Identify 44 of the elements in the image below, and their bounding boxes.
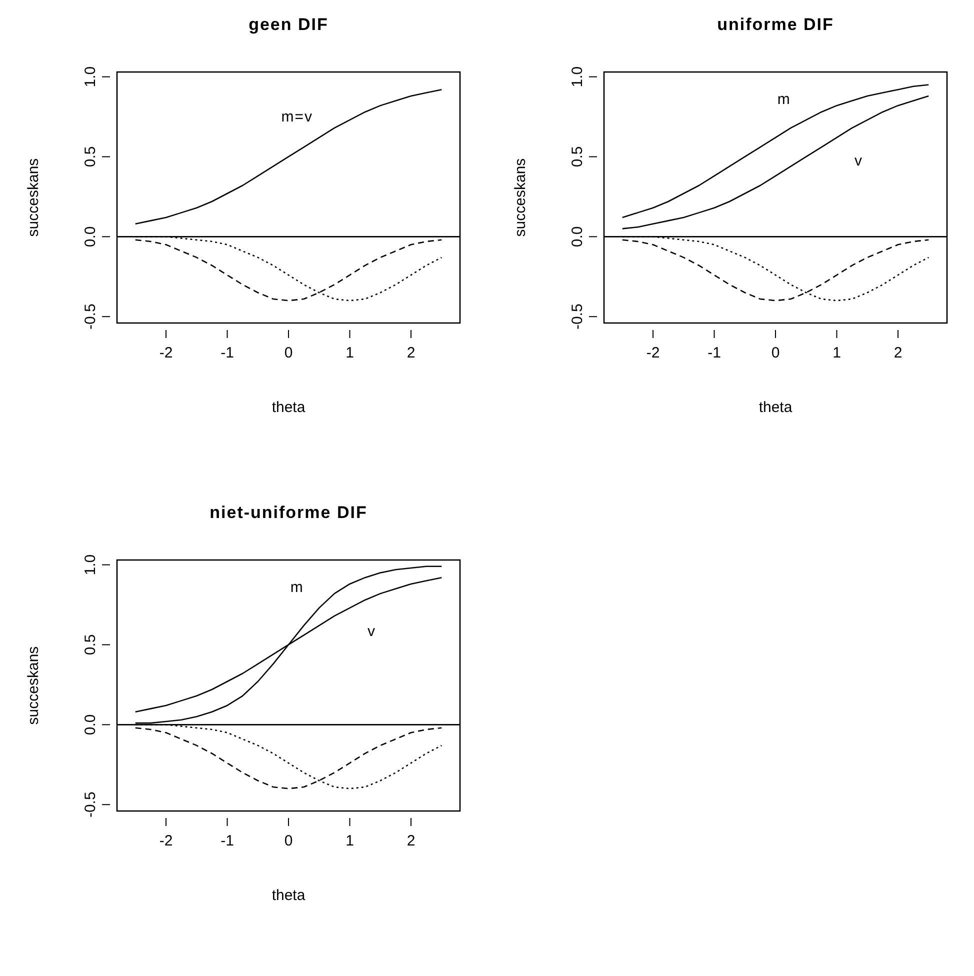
y-axis-title: succeskans: [512, 158, 529, 237]
x-tick-label: 1: [346, 832, 354, 850]
x-tick-label: -2: [159, 344, 173, 362]
line-series: [622, 95, 930, 230]
y-tick-label: 1.0: [82, 66, 99, 88]
x-tick-label: 0: [771, 344, 780, 362]
y-tick-label: 0.5: [568, 146, 586, 168]
x-tick-label: 2: [406, 832, 416, 850]
x-tick-label: 1: [346, 344, 354, 362]
x-axis-title: theta: [272, 399, 306, 416]
y-tick-label: 1.0: [568, 66, 586, 88]
chart-title: uniforme DIF: [717, 15, 834, 34]
x-tick-label: 1: [832, 344, 841, 362]
y-axis-title: succeskans: [25, 646, 42, 725]
line-series: [134, 88, 442, 225]
line-series: [622, 84, 930, 218]
x-axis-title: theta: [758, 399, 793, 416]
chart-title: geen DIF: [248, 15, 328, 34]
x-tick-label: -2: [646, 344, 660, 362]
series-label: v: [854, 152, 863, 170]
series-label: m: [777, 90, 791, 108]
y-tick-label: -0.5: [82, 792, 99, 818]
y-tick-label: -0.5: [82, 304, 99, 330]
x-tick-label: -1: [220, 344, 234, 362]
x-axis-title: theta: [272, 887, 306, 904]
y-tick-label: 0.0: [82, 714, 99, 736]
x-tick-label: -2: [159, 832, 173, 850]
chart-title: niet-uniforme DIF: [210, 503, 368, 522]
y-tick-label: -0.5: [568, 304, 586, 330]
y-tick-label: 1.0: [82, 554, 99, 576]
x-tick-label: -1: [220, 832, 234, 850]
y-tick-label: 0.0: [82, 226, 99, 248]
series-label: m=v: [281, 108, 314, 126]
y-axis-title: succeskans: [25, 158, 42, 237]
series-label: m: [290, 578, 304, 596]
x-tick-label: 0: [284, 832, 293, 850]
y-tick-label: 0.0: [568, 226, 586, 248]
x-tick-label: 2: [894, 344, 902, 362]
x-tick-label: 0: [284, 344, 293, 362]
y-tick-label: 0.5: [82, 634, 99, 656]
y-tick-label: 0.5: [82, 146, 99, 168]
x-tick-label: 2: [406, 344, 416, 362]
series-label: v: [368, 622, 376, 640]
x-tick-label: -1: [708, 344, 721, 362]
